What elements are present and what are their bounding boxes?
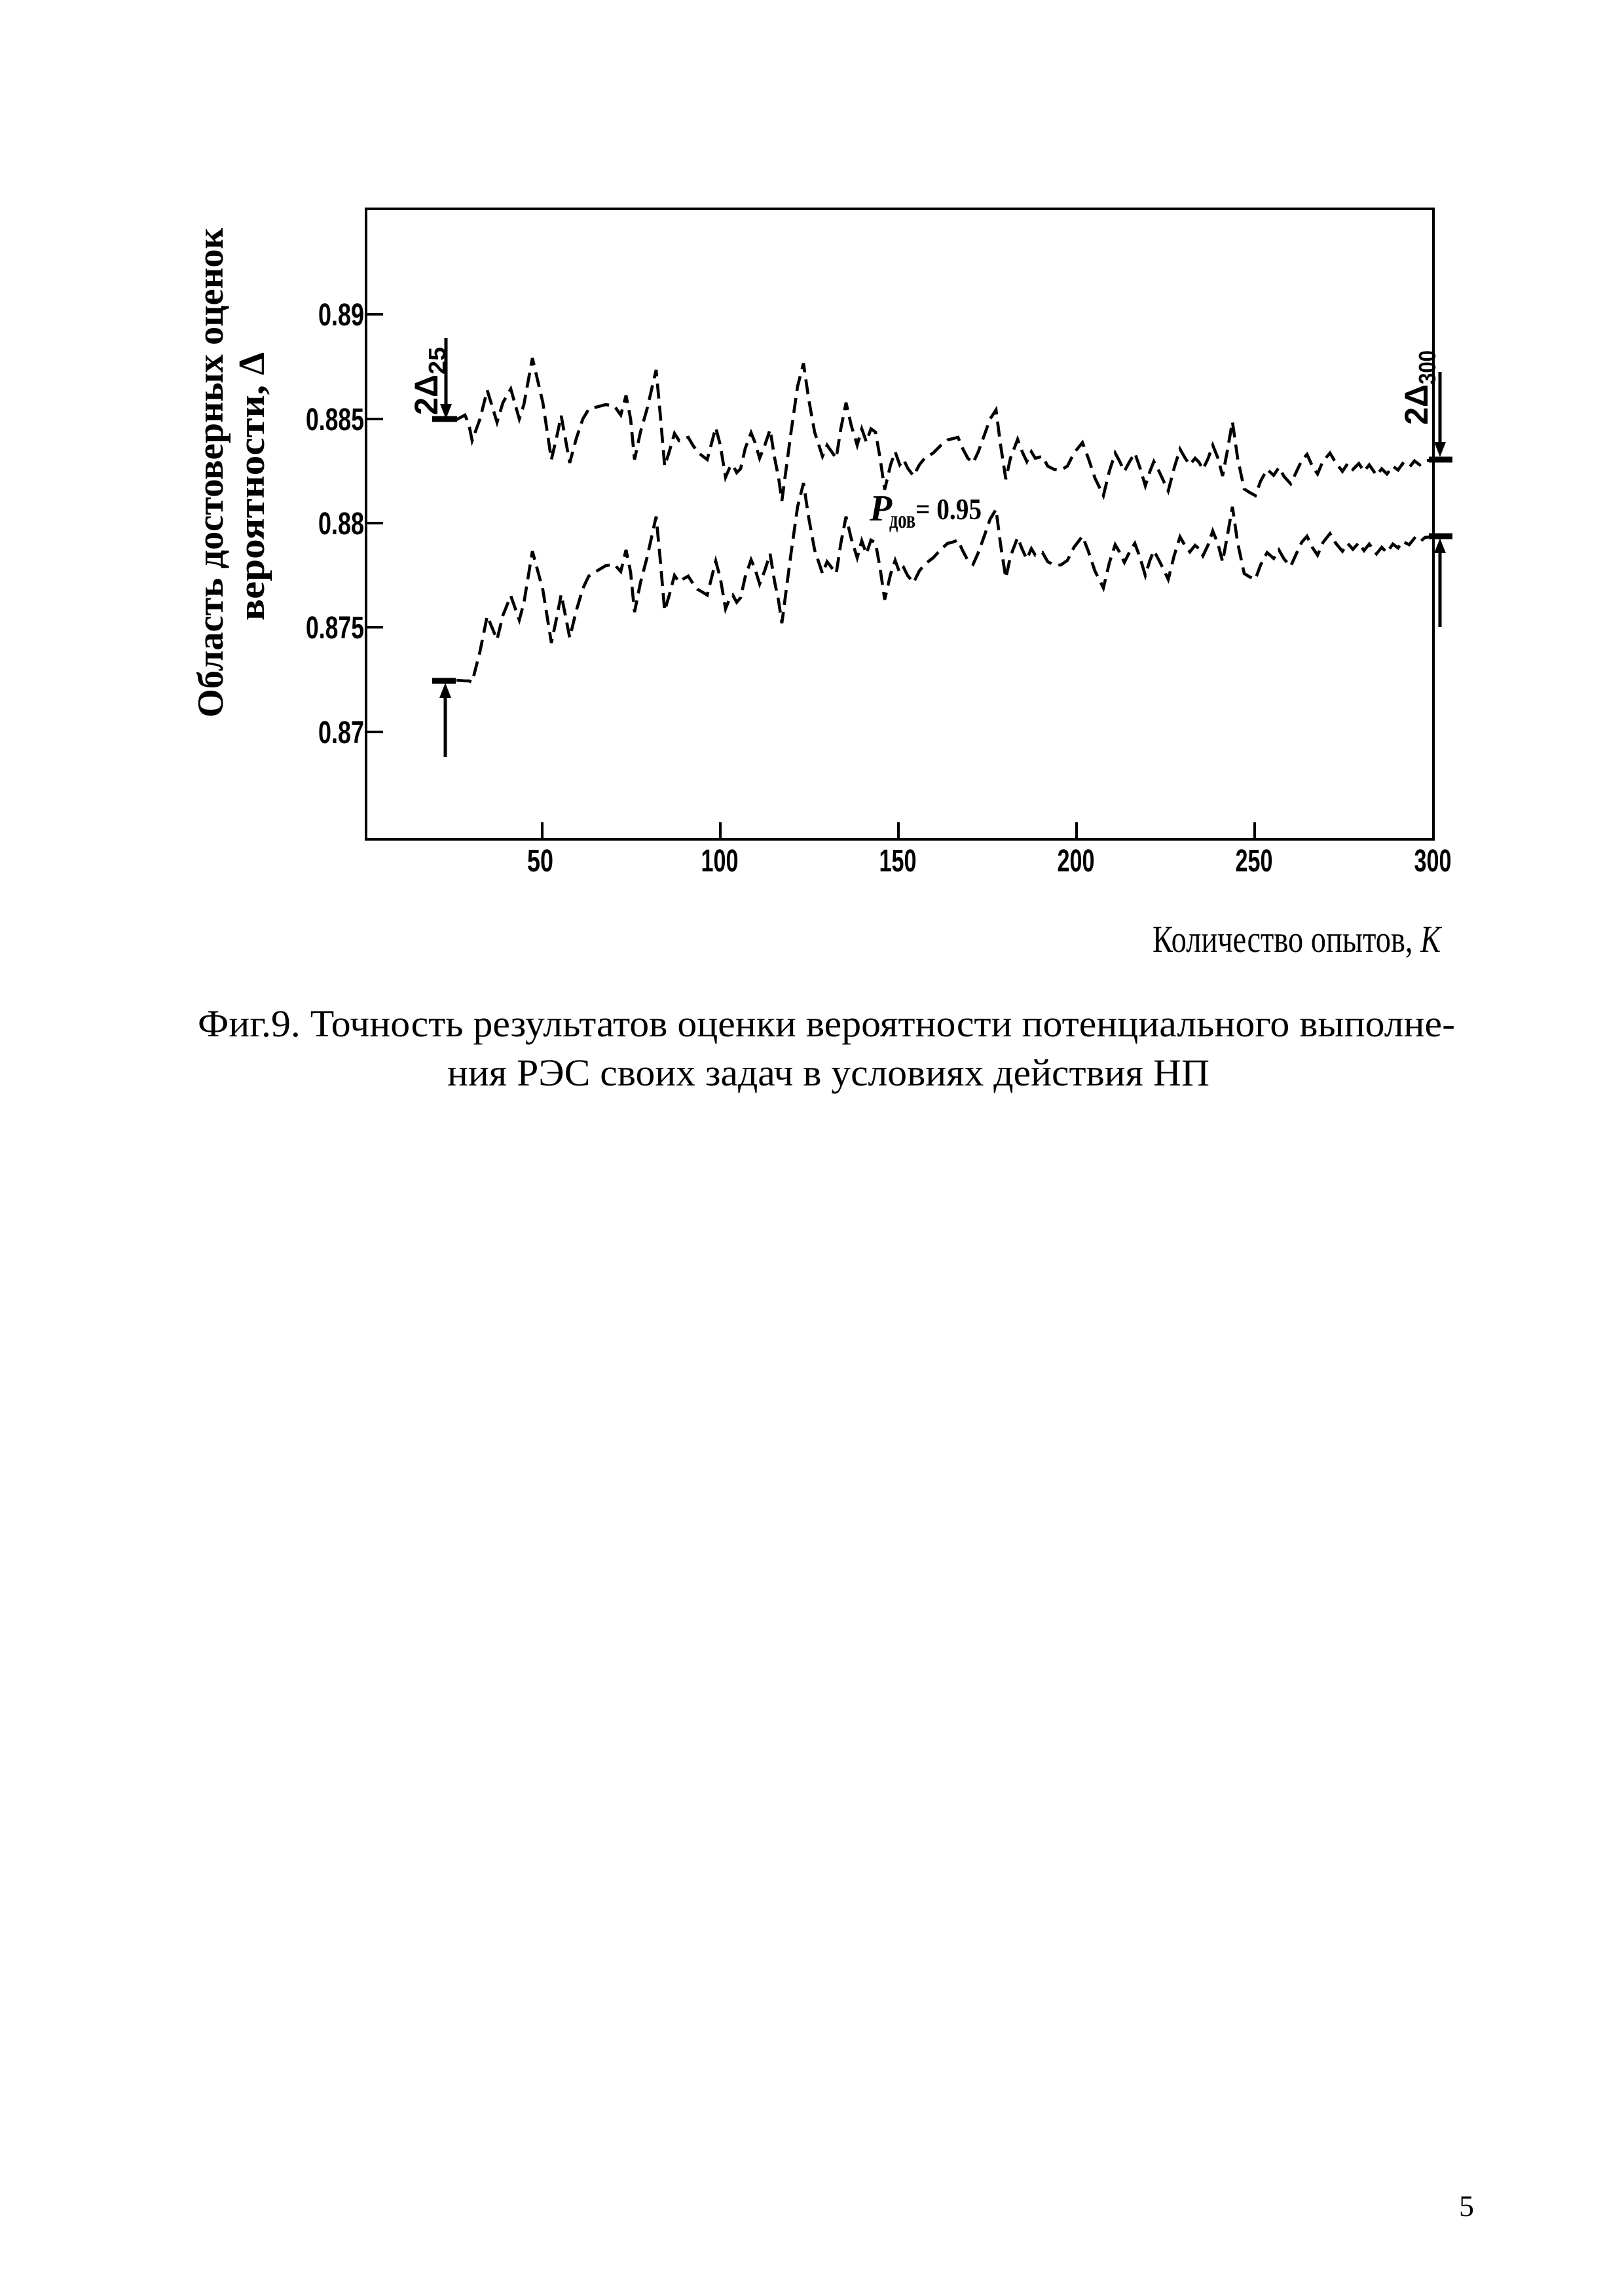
svg-text:250: 250 (1236, 844, 1273, 879)
svg-text:0.89: 0.89 (318, 298, 364, 333)
svg-text:= 0.95: = 0.95 (915, 492, 982, 526)
svg-text:200: 200 (1058, 844, 1095, 879)
svg-text:ния РЭС своих задач в условиях: ния РЭС своих задач в условиях действия … (447, 1051, 1209, 1094)
svg-text:дов: дов (889, 506, 915, 534)
svg-text:Δ: Δ (232, 352, 272, 375)
svg-text:100: 100 (701, 844, 739, 879)
svg-text:Количество опытов, К: Количество опытов, К (1153, 918, 1443, 960)
svg-text:P: P (869, 488, 893, 529)
svg-text:0.87: 0.87 (318, 716, 364, 750)
svg-text:0.875: 0.875 (306, 611, 364, 646)
svg-text:150: 150 (879, 844, 917, 879)
svg-text:Область достоверных оценок: Область достоверных оценок (191, 227, 231, 718)
svg-text:50: 50 (527, 844, 553, 879)
svg-text:2Δ300: 2Δ300 (1398, 350, 1441, 425)
svg-text:300: 300 (1414, 844, 1452, 879)
svg-text:Фиг.9. Точность результатов оц: Фиг.9. Точность результатов оценки вероя… (198, 1002, 1455, 1045)
svg-text:0.88: 0.88 (318, 507, 364, 541)
svg-text:0.885: 0.885 (306, 403, 364, 437)
svg-text:5: 5 (1459, 2189, 1474, 2223)
svg-text:вероятности,: вероятности, (232, 385, 272, 621)
